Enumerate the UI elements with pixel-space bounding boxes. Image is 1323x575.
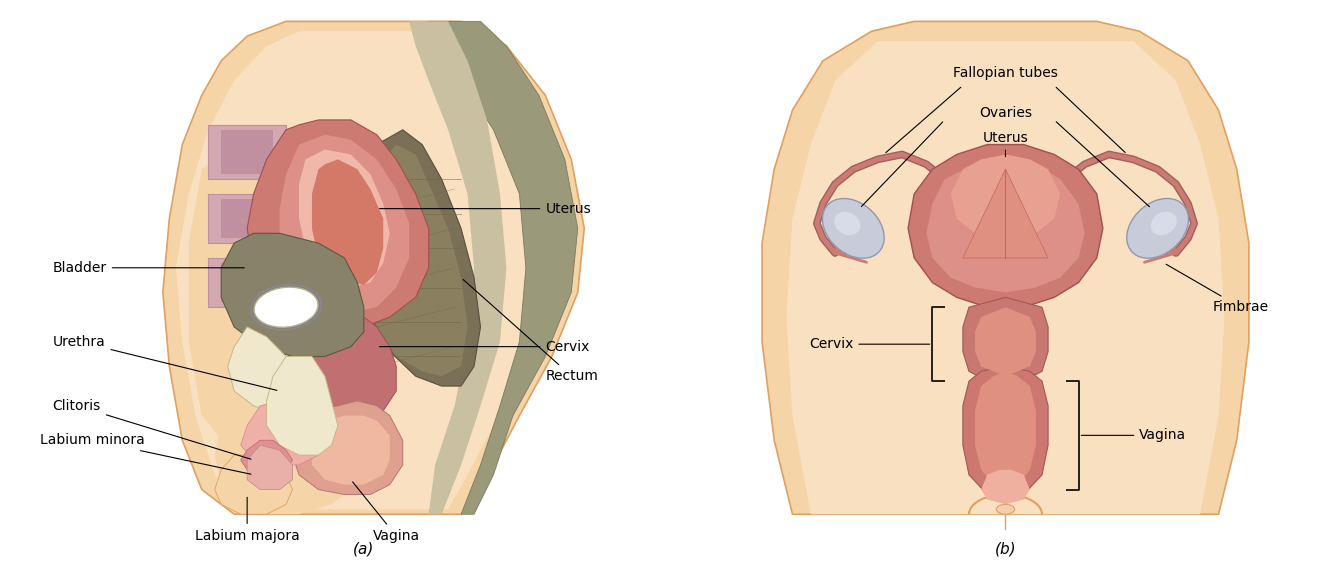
Polygon shape: [357, 130, 480, 386]
Polygon shape: [963, 169, 1048, 258]
Polygon shape: [241, 440, 292, 475]
Polygon shape: [963, 297, 1048, 386]
Polygon shape: [208, 125, 286, 179]
Polygon shape: [214, 416, 357, 514]
Text: Vagina: Vagina: [353, 482, 419, 543]
Polygon shape: [163, 21, 585, 514]
Ellipse shape: [835, 212, 860, 235]
Polygon shape: [176, 31, 558, 509]
Text: Rectum: Rectum: [463, 279, 598, 383]
Text: Cervix: Cervix: [808, 337, 930, 351]
Polygon shape: [221, 263, 273, 302]
Polygon shape: [786, 41, 1225, 514]
Polygon shape: [189, 130, 331, 455]
Polygon shape: [299, 150, 390, 288]
Polygon shape: [247, 445, 292, 489]
Text: Labium majora: Labium majora: [194, 497, 299, 543]
Ellipse shape: [996, 504, 1015, 514]
Ellipse shape: [1151, 212, 1176, 235]
Text: Clitoris: Clitoris: [53, 399, 251, 459]
Polygon shape: [208, 258, 286, 307]
Polygon shape: [292, 401, 402, 494]
Polygon shape: [221, 130, 273, 174]
Polygon shape: [982, 470, 1029, 504]
Polygon shape: [208, 194, 286, 243]
Text: (a): (a): [353, 541, 374, 556]
Text: Ovaries: Ovaries: [979, 106, 1032, 120]
Text: Bladder: Bladder: [53, 261, 245, 275]
Polygon shape: [299, 317, 397, 420]
Text: Vagina: Vagina: [1081, 428, 1187, 442]
Text: Labium minora: Labium minora: [40, 434, 251, 474]
Ellipse shape: [254, 287, 318, 327]
Text: Urethra: Urethra: [53, 335, 277, 390]
Polygon shape: [241, 401, 325, 465]
Polygon shape: [975, 307, 1036, 376]
Polygon shape: [908, 144, 1103, 307]
Text: Uterus: Uterus: [983, 131, 1028, 156]
Text: (b): (b): [995, 541, 1016, 556]
Polygon shape: [975, 371, 1036, 489]
Text: Uterus: Uterus: [380, 202, 591, 216]
Polygon shape: [429, 21, 578, 514]
Polygon shape: [762, 21, 1249, 514]
Polygon shape: [221, 233, 364, 356]
Polygon shape: [312, 416, 390, 485]
Polygon shape: [221, 199, 273, 238]
Polygon shape: [409, 21, 507, 514]
Ellipse shape: [1127, 198, 1188, 258]
Polygon shape: [279, 135, 409, 312]
Polygon shape: [963, 366, 1048, 500]
Text: Fimbrae: Fimbrae: [1166, 264, 1269, 314]
Polygon shape: [926, 159, 1085, 293]
Ellipse shape: [823, 198, 884, 258]
Polygon shape: [364, 144, 467, 376]
Polygon shape: [247, 120, 429, 327]
Text: Fallopian tubes: Fallopian tubes: [953, 67, 1058, 80]
Polygon shape: [312, 159, 384, 285]
Polygon shape: [951, 155, 1060, 243]
Polygon shape: [214, 455, 292, 514]
Polygon shape: [228, 327, 306, 416]
Text: Cervix: Cervix: [380, 340, 590, 354]
Polygon shape: [267, 356, 337, 455]
